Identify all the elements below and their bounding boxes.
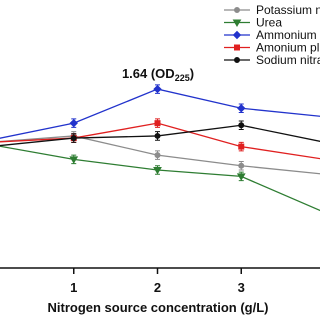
data-point — [236, 173, 246, 181]
annotation-text: ) — [190, 66, 194, 81]
annotation-subscript: 225 — [175, 73, 190, 83]
legend-marker — [232, 30, 242, 40]
x-tick-label: 2 — [154, 280, 161, 295]
annotation-text: 1.64 (OD — [122, 66, 175, 81]
data-point — [154, 120, 161, 127]
legend-marker — [234, 44, 240, 51]
data-point — [238, 143, 245, 150]
legend-marker — [234, 57, 240, 63]
x-tick-label: 3 — [238, 280, 245, 295]
legend-label: Urea — [256, 16, 282, 30]
series-line — [0, 88, 320, 139]
data-point — [154, 152, 161, 159]
data-point — [69, 118, 78, 128]
legend-label: Sodium nitra — [256, 53, 320, 67]
legend-label: Ammonium — [256, 28, 317, 42]
legend-label: Potassium n — [256, 3, 320, 17]
data-point — [69, 156, 79, 164]
data-point — [153, 84, 162, 94]
x-axis-label: Nitrogen source concentration (g/L) — [47, 300, 268, 315]
data-point — [70, 135, 77, 142]
annotation: 1.64 (OD225) — [122, 66, 194, 83]
data-point — [237, 104, 246, 113]
data-point — [153, 167, 162, 175]
data-point — [238, 162, 245, 169]
legend-label: Amonium pl — [256, 41, 319, 55]
data-point — [154, 132, 161, 139]
x-tick-label: 1 — [70, 280, 77, 295]
data-point — [238, 122, 245, 129]
legend-marker — [234, 7, 240, 13]
legend-marker — [232, 19, 242, 27]
